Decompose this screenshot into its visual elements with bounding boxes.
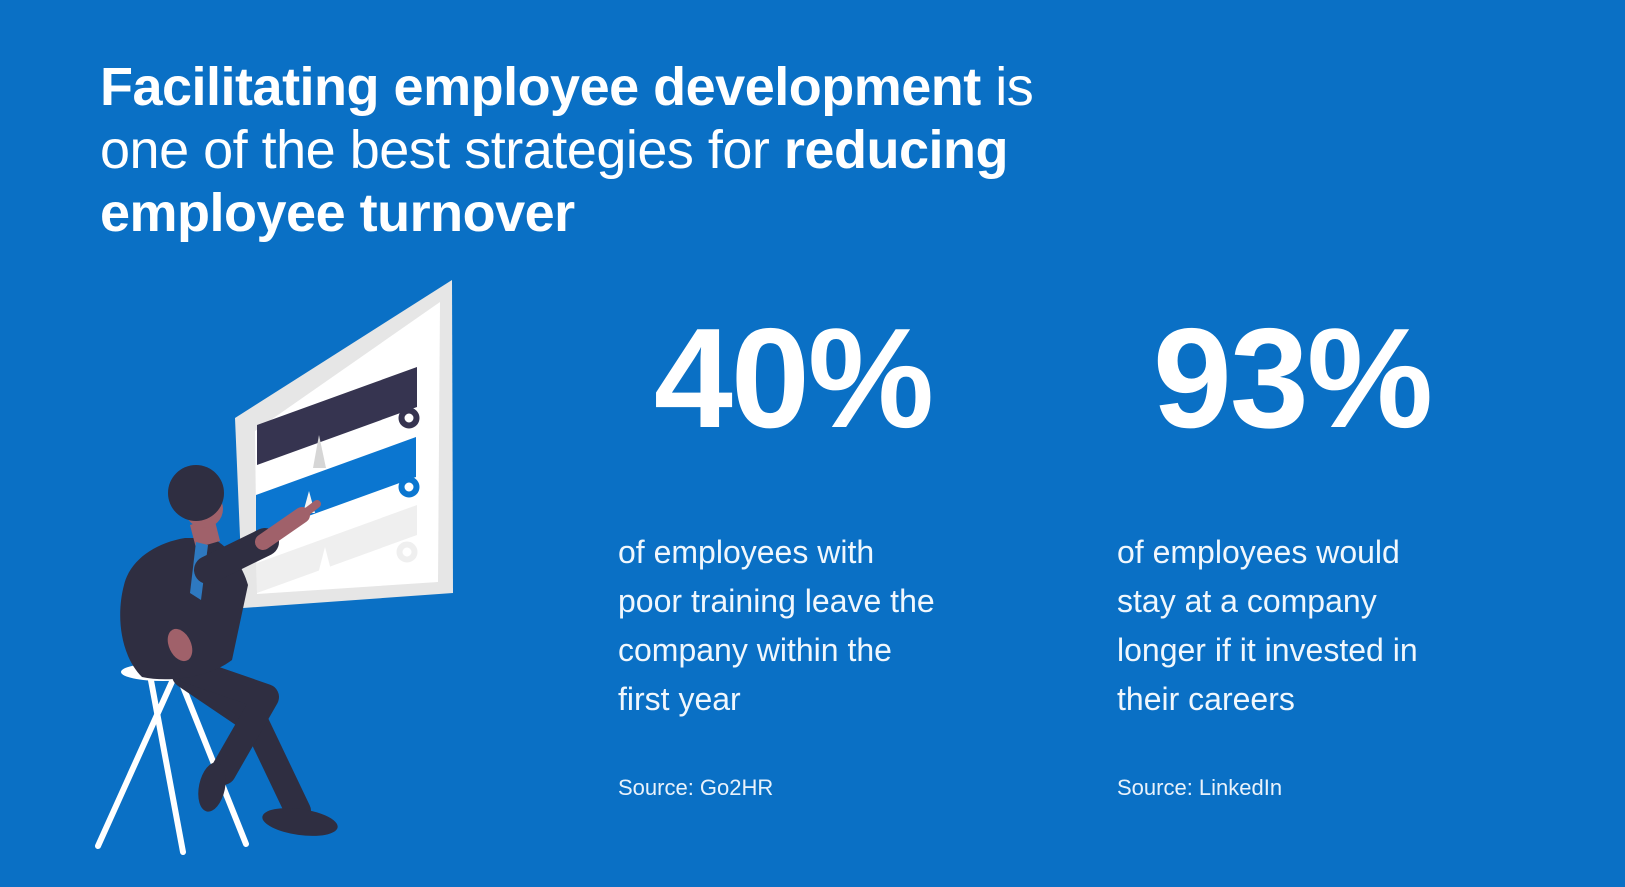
triangle-marker-icon bbox=[313, 435, 326, 468]
page-title: Facilitating employee development is one… bbox=[100, 56, 1220, 245]
stool-leg bbox=[147, 672, 186, 855]
figure-pointing-finger bbox=[296, 500, 321, 521]
ring-icon-light bbox=[396, 541, 418, 563]
stat-description: of employees would stay at a company lon… bbox=[1117, 534, 1418, 717]
stat-block-training: 40% of employees with poor training leav… bbox=[618, 308, 968, 801]
heading-line-1: Facilitating employee development is bbox=[100, 57, 1034, 117]
presenter-figure bbox=[120, 465, 338, 836]
figure-hand-on-lap bbox=[167, 628, 193, 662]
figure-shoe bbox=[262, 808, 338, 836]
stat-value: 40% bbox=[653, 299, 934, 458]
stool-leg bbox=[95, 672, 178, 849]
board-bar-light bbox=[257, 505, 417, 593]
stat-value: 93% bbox=[1152, 299, 1433, 458]
triangle-marker-icon bbox=[318, 547, 332, 574]
board-bar-dark bbox=[257, 367, 417, 465]
stool-leg bbox=[175, 671, 249, 847]
figure-leg-crossed bbox=[175, 657, 279, 785]
figure-hair bbox=[168, 465, 224, 521]
presenter-illustration bbox=[95, 280, 453, 855]
presentation-board bbox=[235, 280, 453, 608]
figure-shoe bbox=[198, 762, 226, 812]
figure-arm-sleeve bbox=[194, 528, 279, 584]
ring-icon-blue bbox=[398, 476, 420, 498]
heading-line-3: employee turnover bbox=[100, 183, 575, 243]
stat-source: Source: Go2HR bbox=[618, 775, 774, 800]
stat-block-retention: 93% of employees would stay at a company… bbox=[1117, 308, 1467, 801]
ring-icon-dark bbox=[398, 407, 420, 429]
stat-source: Source: LinkedIn bbox=[1117, 775, 1283, 800]
figure-forearm bbox=[255, 507, 310, 550]
stat-description: of employees with poor training leave th… bbox=[618, 534, 935, 717]
heading-line-2: one of the best strategies for reducing bbox=[100, 120, 1008, 180]
